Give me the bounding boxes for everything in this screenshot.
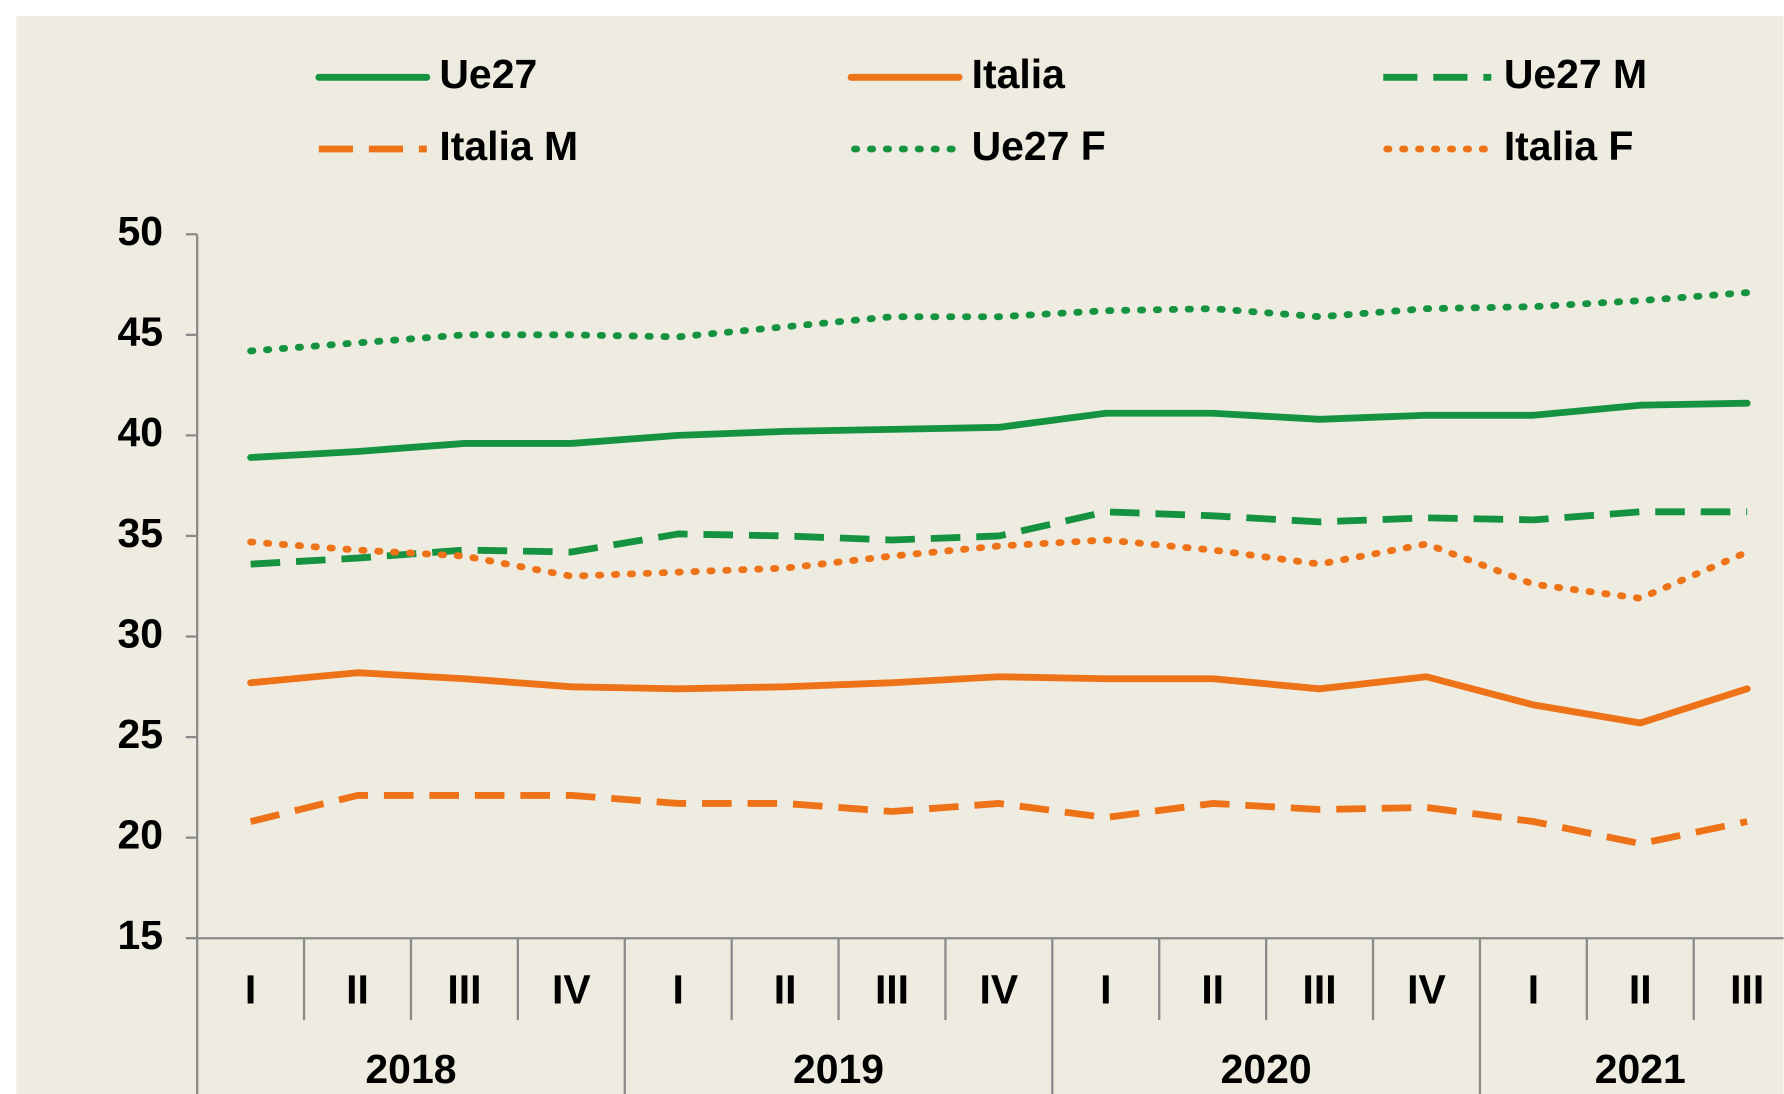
legend-label: Italia F	[1504, 123, 1634, 169]
x-tick-label: IV	[552, 967, 591, 1013]
x-tick-label: II	[346, 967, 369, 1013]
x-tick-label: III	[875, 967, 909, 1013]
legend-label: Ue27 F	[972, 123, 1106, 169]
x-tick-label: I	[1100, 967, 1111, 1013]
series-line	[247, 669, 1751, 727]
x-tick-label: III	[1303, 967, 1337, 1013]
y-tick-label: 20	[118, 811, 164, 857]
x-tick-label: I	[673, 967, 684, 1013]
series-line	[247, 536, 1751, 602]
legend-label: Ue27 M	[1504, 51, 1647, 97]
series-line	[249, 791, 1748, 848]
y-tick-label: 30	[118, 610, 164, 656]
series-line	[247, 289, 1751, 355]
x-tick-label: III	[1730, 967, 1764, 1013]
series-line	[247, 399, 1751, 461]
x-tick-label: II	[1629, 967, 1652, 1013]
series-line	[250, 508, 1748, 568]
legend-label: Italia	[972, 51, 1066, 97]
x-tick-label: III	[447, 967, 481, 1013]
x-tick-label: IV	[980, 967, 1019, 1013]
y-tick-label: 40	[118, 409, 164, 455]
x-tick-label: IV	[1407, 967, 1446, 1013]
legend-label: Italia M	[439, 123, 578, 169]
legend-label: Ue27	[439, 51, 537, 97]
x-tick-label: II	[774, 967, 797, 1013]
x-tick-label: I	[245, 967, 256, 1013]
year-label: 2018	[365, 1046, 456, 1092]
y-tick-label: 50	[118, 208, 164, 254]
year-label: 2020	[1221, 1046, 1312, 1092]
y-tick-label: 25	[118, 711, 164, 757]
y-tick-label: 45	[118, 309, 164, 355]
y-tick-label: 15	[118, 912, 164, 958]
x-tick-label: II	[1201, 967, 1224, 1013]
year-label: 2019	[793, 1046, 884, 1092]
x-tick-label: I	[1528, 967, 1539, 1013]
y-tick-label: 35	[118, 510, 164, 556]
year-label: 2021	[1595, 1046, 1686, 1092]
